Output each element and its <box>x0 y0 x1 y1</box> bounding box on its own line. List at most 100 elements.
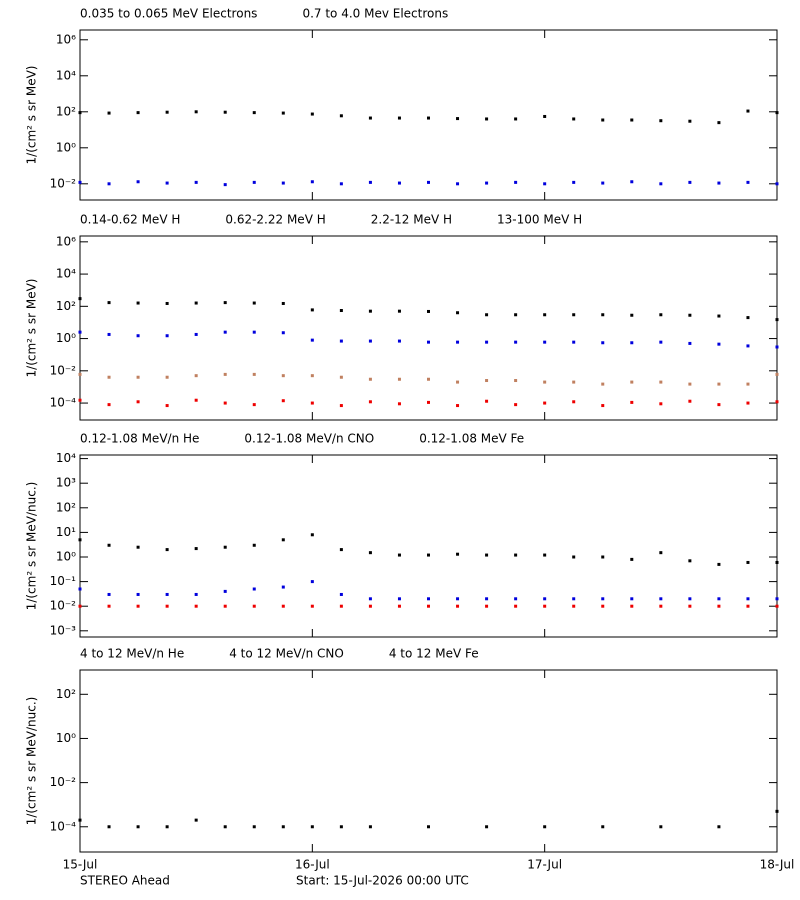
data-point <box>397 597 401 601</box>
data-point <box>136 334 140 338</box>
y-tick-label: 10⁻⁴ <box>50 819 77 833</box>
data-point <box>223 330 227 334</box>
data-point <box>281 181 285 185</box>
footer-left: STEREO Ahead <box>80 874 170 888</box>
plot-frame <box>79 454 778 638</box>
data-point <box>427 553 430 557</box>
data-point <box>630 597 634 601</box>
data-point <box>223 545 227 549</box>
data-point <box>397 553 401 557</box>
data-point <box>688 313 692 317</box>
y-tick-label: 10⁻² <box>50 599 77 613</box>
data-point <box>252 543 256 547</box>
data-point <box>107 111 111 115</box>
data-point <box>717 562 721 566</box>
data-point <box>107 543 111 547</box>
data-point <box>514 403 518 407</box>
data-point <box>688 399 692 403</box>
legend-entry: 0.12-1.08 MeV/n CNO <box>244 432 374 446</box>
data-point <box>630 557 634 561</box>
data-point <box>746 597 750 601</box>
data-point <box>514 313 518 317</box>
data-point <box>368 604 372 608</box>
data-point <box>310 374 314 378</box>
data-point <box>659 551 663 555</box>
data-point <box>310 580 314 584</box>
data-point <box>543 114 547 118</box>
data-point <box>194 332 198 336</box>
data-point <box>630 341 634 345</box>
data-point <box>427 400 430 404</box>
data-point <box>281 585 285 589</box>
data-point <box>78 180 82 184</box>
data-point <box>194 592 198 596</box>
data-point <box>339 604 343 608</box>
data-point <box>136 545 140 549</box>
data-point <box>717 181 721 185</box>
data-point <box>746 109 750 113</box>
y-tick-label: 10⁰ <box>56 331 76 345</box>
data-point <box>775 111 779 115</box>
data-point <box>717 314 721 318</box>
data-point <box>252 825 256 829</box>
data-point <box>775 182 779 186</box>
legend-entry: 4 to 12 MeV/n CNO <box>229 647 344 661</box>
data-point <box>252 301 256 305</box>
data-point <box>543 182 547 186</box>
data-point <box>601 118 605 122</box>
data-point <box>456 404 460 408</box>
y-tick-label: 10⁻⁴ <box>50 396 77 410</box>
data-point <box>717 597 721 601</box>
data-point <box>165 604 169 608</box>
data-point <box>194 398 198 402</box>
data-point <box>543 553 547 557</box>
y-tick-label: 10⁰ <box>56 731 76 745</box>
data-point <box>223 372 227 376</box>
data-point <box>630 118 634 122</box>
data-point <box>194 547 198 551</box>
data-point <box>485 553 489 557</box>
data-point <box>659 825 663 829</box>
data-point <box>775 318 779 322</box>
data-point <box>136 400 140 404</box>
data-point <box>659 402 663 406</box>
y-tick-label: 10⁴ <box>56 68 76 82</box>
legend-entry: 0.7 to 4.0 Mev Electrons <box>302 7 448 21</box>
data-point <box>339 309 343 313</box>
y-tick-label: 10⁴ <box>56 267 76 281</box>
data-point <box>601 555 605 559</box>
data-point <box>397 339 401 343</box>
data-point <box>659 380 663 384</box>
data-point <box>339 825 343 829</box>
data-point <box>281 374 285 378</box>
y-axis-label: 1/(cm² s sr MeV) <box>25 279 39 378</box>
legend-entry: 13-100 MeV H <box>497 213 582 227</box>
data-point <box>514 180 518 184</box>
y-tick-label: 10⁶ <box>56 32 76 46</box>
data-point <box>688 597 692 601</box>
data-point <box>165 334 169 338</box>
data-point <box>601 604 605 608</box>
data-point <box>107 592 111 596</box>
data-point <box>194 110 198 114</box>
data-point <box>572 117 576 121</box>
data-point <box>427 180 430 184</box>
data-point <box>659 119 663 123</box>
x-tick-label: 15-Jul <box>63 858 98 872</box>
data-point <box>136 111 140 115</box>
data-point <box>223 825 227 829</box>
data-point <box>543 604 547 608</box>
data-point <box>543 340 547 344</box>
data-point <box>310 825 314 829</box>
data-point <box>368 339 372 343</box>
data-point <box>223 589 227 593</box>
data-point <box>514 597 518 601</box>
data-point <box>78 297 82 301</box>
data-point <box>339 114 343 118</box>
data-point <box>485 597 489 601</box>
data-point <box>717 403 721 407</box>
data-point <box>601 404 605 408</box>
data-point <box>688 180 692 184</box>
data-point <box>659 340 663 344</box>
